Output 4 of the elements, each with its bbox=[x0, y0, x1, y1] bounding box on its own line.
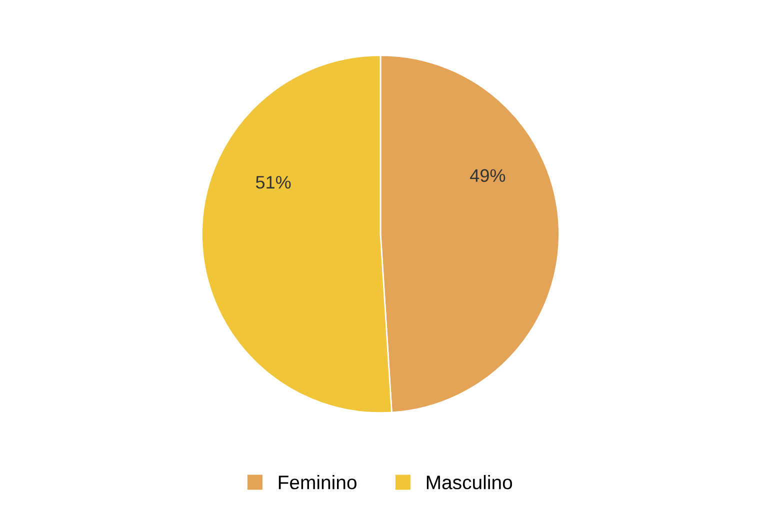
legend-label: Masculino bbox=[426, 475, 512, 490]
data-label: 49% bbox=[470, 169, 506, 182]
legend-label: Feminino bbox=[278, 475, 356, 490]
data-label: 51% bbox=[256, 176, 291, 189]
